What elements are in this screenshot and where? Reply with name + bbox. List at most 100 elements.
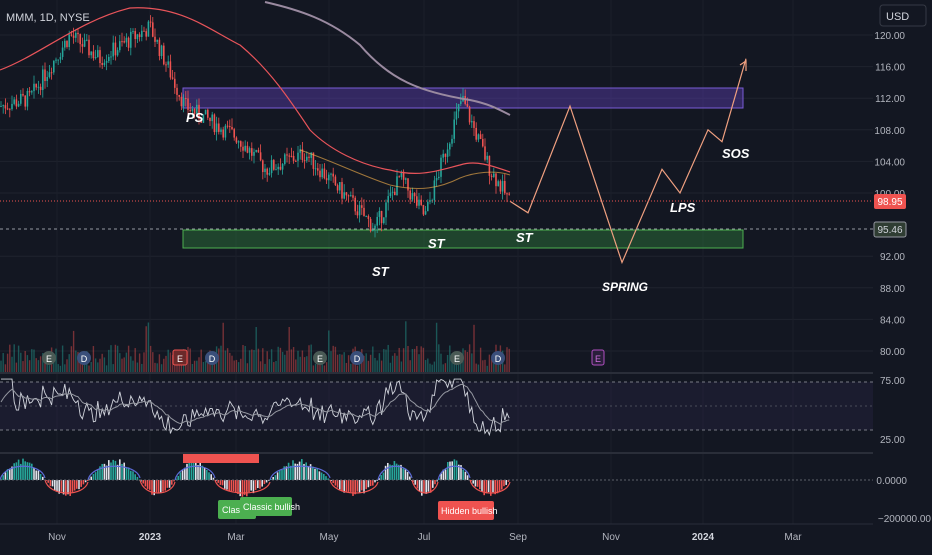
osc-bar	[330, 480, 332, 482]
volume-bar	[328, 330, 330, 372]
candle-body	[418, 199, 420, 206]
candle-body	[490, 175, 493, 177]
dividend-icon[interactable]: D	[205, 351, 219, 365]
demand-zone[interactable]	[182, 229, 744, 249]
divergence-label-classic-2[interactable]: Classic bullish	[240, 497, 300, 516]
candle-body	[154, 36, 156, 42]
symbol-label[interactable]: MMM, 1D, NYSE	[6, 12, 90, 24]
osc-bar	[94, 472, 97, 480]
dividend-icon[interactable]: D	[77, 351, 91, 365]
earnings-icon[interactable]: E	[591, 349, 605, 366]
candle-body	[44, 69, 46, 82]
earnings-icon[interactable]: E	[42, 351, 56, 365]
volume-bar	[39, 356, 42, 372]
osc-bar	[151, 480, 153, 495]
volume-bar	[347, 355, 350, 372]
annotation-sos: SOS	[722, 146, 750, 161]
earnings-icon[interactable]: E	[450, 351, 464, 365]
oscillator-histogram	[0, 458, 510, 497]
volume-bar	[176, 364, 178, 372]
candle-body	[449, 143, 451, 150]
osc-bar	[76, 480, 78, 489]
candle-body	[240, 141, 242, 147]
candle-body	[321, 168, 323, 178]
volume-bar	[226, 348, 229, 372]
osc-bar	[296, 463, 299, 480]
volume-bar	[266, 351, 268, 372]
volume-bar	[99, 358, 101, 372]
volume-bar	[308, 345, 310, 372]
volume-bar	[508, 348, 510, 372]
osc-bar	[121, 463, 123, 480]
price-tick-label: 120.00	[874, 31, 905, 42]
volume-bar	[196, 360, 198, 372]
volume-bar	[167, 349, 169, 372]
divergence-label-hidden[interactable]: Hidden bullish	[438, 501, 498, 520]
volume-bar	[262, 348, 264, 372]
dividend-icon[interactable]: D	[491, 351, 505, 365]
osc-bar	[20, 463, 22, 480]
osc-bar	[436, 480, 438, 482]
osc-bar	[307, 465, 310, 480]
candle-body	[363, 207, 365, 217]
candle-body	[147, 21, 150, 37]
candle-body	[59, 56, 62, 60]
candle-body	[138, 34, 141, 37]
volume-bar	[413, 348, 416, 372]
osc-bar	[28, 462, 31, 480]
osc-bar	[190, 459, 193, 480]
price-tick-label: 104.00	[874, 157, 905, 168]
osc-bar	[127, 467, 130, 480]
osc-bar	[239, 480, 241, 497]
osc-bar	[285, 466, 288, 480]
candle-body	[130, 31, 132, 48]
volume-bar	[330, 351, 332, 372]
osc-bar	[173, 480, 175, 482]
earnings-icon[interactable]: E	[313, 351, 327, 365]
candle-body	[53, 60, 55, 73]
candle-body	[207, 109, 209, 118]
volume-bar	[409, 360, 411, 372]
volume-bar	[42, 353, 44, 372]
volume-bar	[4, 364, 7, 372]
volume-bar	[493, 358, 495, 372]
candle-body	[297, 152, 299, 161]
volume-bar	[429, 363, 431, 372]
volume-bar	[35, 358, 37, 372]
osc-bar	[119, 459, 121, 480]
osc-bar	[31, 463, 33, 480]
volume-bar	[26, 355, 29, 372]
currency-button[interactable]: USD	[879, 4, 927, 27]
earnings-icon[interactable]: E	[172, 349, 188, 366]
osc-bar	[268, 480, 270, 482]
volume-bar	[229, 352, 231, 372]
volume-bar	[314, 363, 317, 372]
candle-body	[237, 141, 240, 143]
volume-bar	[323, 365, 326, 372]
projection-arrow-icon	[739, 59, 747, 71]
dividend-icon[interactable]: D	[350, 351, 364, 365]
osc-bar	[54, 480, 56, 491]
candle-body	[504, 180, 506, 194]
volume-bar	[222, 322, 224, 372]
osc-bar	[352, 480, 354, 496]
volume-bar	[48, 365, 51, 372]
osc-bar	[387, 462, 389, 480]
osc-bar	[140, 480, 142, 482]
volume-bar	[68, 354, 70, 372]
volume-bar	[290, 349, 293, 372]
candle-body	[506, 193, 508, 195]
volume-bar	[350, 363, 352, 372]
volume-bar	[59, 365, 62, 372]
annotation-st-low: ST	[372, 264, 390, 279]
candle-body	[185, 97, 187, 99]
time-axis[interactable]: Nov 2023 Mar May Jul Sep Nov 2024 Mar	[48, 532, 802, 543]
volume-bar	[420, 346, 422, 372]
osc-bar	[350, 480, 352, 492]
candle-body	[455, 111, 458, 120]
volume-bar	[53, 355, 55, 372]
svg-text:Classic bullish: Classic bullish	[243, 502, 300, 512]
sma20-line	[299, 149, 511, 190]
candle-body	[420, 199, 422, 205]
